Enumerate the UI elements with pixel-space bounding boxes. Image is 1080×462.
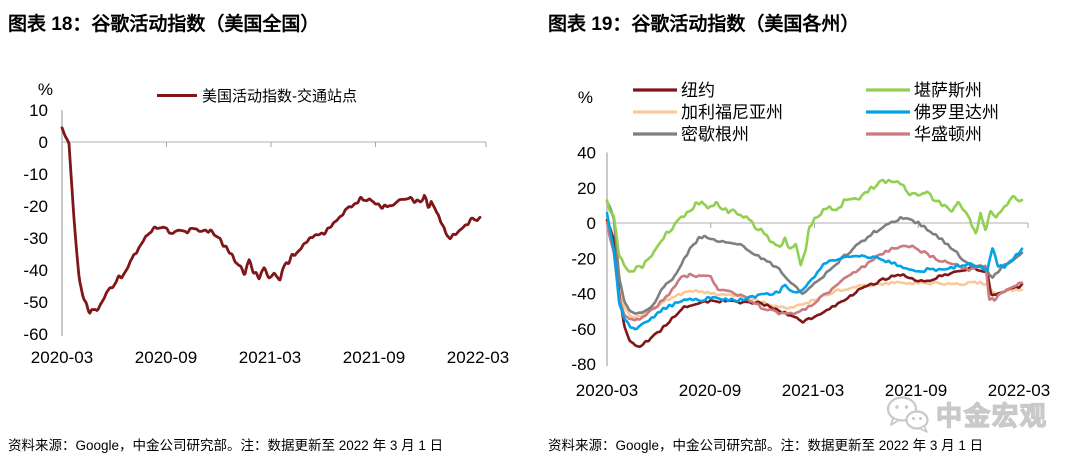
legend-label-kansas: 堪萨斯州: [914, 81, 982, 100]
y-axis-tick-label: -60: [571, 320, 596, 339]
legend-label-florida: 佛罗里达州: [914, 103, 999, 122]
y-axis-tick-label: -20: [23, 197, 48, 216]
watermark-text: 中金宏观: [935, 400, 1049, 431]
y-axis-tick-label: 0: [39, 133, 48, 152]
legend-label-washington: 华盛顿州: [914, 125, 982, 144]
x-axis-tick-label: 2021-03: [239, 348, 301, 367]
watermark: 中金宏观: [884, 394, 1048, 434]
legend-label-california: 加利福尼亚州: [681, 103, 783, 122]
y-axis-tick-label: 10: [29, 101, 48, 120]
x-axis-tick-label: 2020-03: [31, 348, 93, 367]
x-axis-tick-label: 2020-03: [576, 381, 638, 400]
y-axis-tick-label: -40: [23, 261, 48, 280]
series-line-kansas: [605, 178, 1024, 274]
series-line-michigan: [605, 200, 1024, 315]
y-axis-tick-label: 20: [577, 179, 596, 198]
wechat-icon: [886, 396, 929, 433]
x-axis-tick-label: 2021-09: [885, 381, 947, 400]
y-axis-tick-label: -20: [571, 249, 596, 268]
x-axis-tick-label: 2020-09: [135, 348, 197, 367]
x-axis-tick-label: 2021-03: [782, 381, 844, 400]
series-line-florida: [605, 211, 1024, 331]
chart-title-us-states: 图表 19：谷歌活动指数（美国各州）: [548, 14, 860, 35]
y-axis-tick-label: -50: [23, 293, 48, 312]
x-axis-tick-label: 2021-09: [343, 348, 405, 367]
y-axis-tick-label: -60: [23, 325, 48, 344]
legend-label-us_transit: 美国活动指数-交通站点: [202, 87, 357, 105]
x-axis-tick-label: 2022-03: [988, 381, 1050, 400]
y-axis-tick-label: -10: [23, 165, 48, 184]
series-line-us_transit: [60, 126, 482, 315]
y-axis-tick-label: -40: [571, 285, 596, 304]
x-axis-tick-label: 2020-09: [679, 381, 741, 400]
y-axis-tick-label: -30: [23, 229, 48, 248]
legend-label-new_york: 纽约: [681, 81, 715, 100]
source-note-left: 资料来源：Google，中金公司研究部。注：数据更新至 2022 年 3 月 1…: [8, 438, 444, 453]
y-axis-tick-label: 0: [587, 214, 596, 233]
x-axis-tick-label: 2022-03: [447, 348, 509, 367]
series-line-new_york: [605, 218, 1024, 349]
y-axis-tick-label: -80: [571, 355, 596, 374]
source-note-right: 资料来源：Google，中金公司研究部。注：数据更新至 2022 年 3 月 1…: [548, 438, 984, 453]
y-axis-unit-label: %: [578, 88, 593, 107]
series-line-washington: [605, 221, 1024, 322]
chart-title-us-national: 图表 18：谷歌活动指数（美国全国）: [8, 14, 320, 35]
y-axis-tick-label: 40: [577, 144, 596, 163]
y-axis-unit-label: %: [38, 80, 53, 99]
series-line-california: [605, 215, 1024, 320]
legend-label-michigan: 密歇根州: [681, 125, 749, 144]
